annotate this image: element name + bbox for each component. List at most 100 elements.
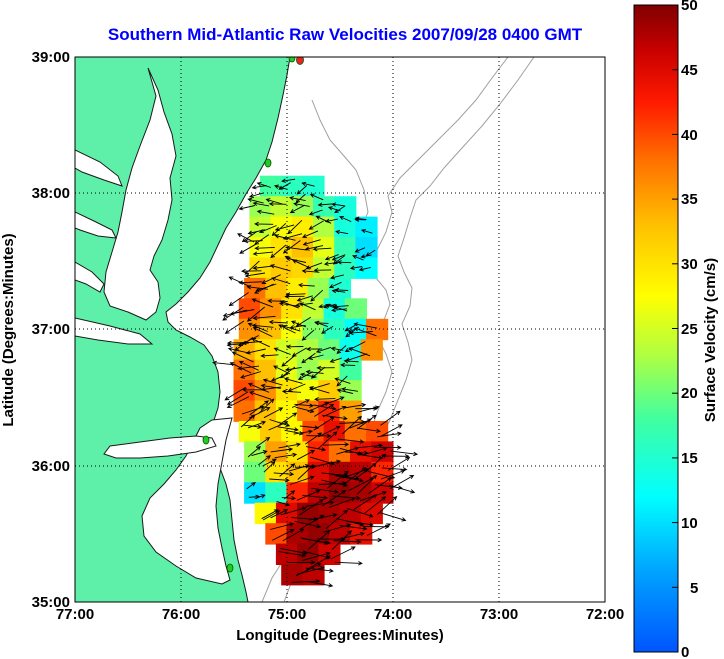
velocity-vector [285,292,306,297]
velocity-vector [296,450,316,461]
velocity-vector [331,307,348,313]
velocity-cell [254,400,277,422]
velocity-vector [251,185,267,190]
velocity-vector [352,254,364,261]
velocity-vector [309,193,324,201]
velocity-vector [281,354,296,367]
colorbar-ticks [672,69,678,588]
velocity-cell [244,277,267,300]
velocity-vector [279,412,298,425]
velocity-vector [307,401,330,413]
velocity-vector [287,383,306,392]
velocity-vector [247,197,264,204]
velocity-cell [297,359,320,382]
velocity-cell [307,277,330,300]
velocity-vector [335,561,363,566]
velocity-vector [306,433,332,439]
velocity-vector [270,447,294,453]
velocity-cell [233,400,256,422]
velocity-vector [356,443,384,449]
velocity-cell [286,441,309,463]
velocity-vector [229,309,255,316]
velocity-vector [318,425,341,438]
velocity-vector [358,266,371,272]
velocity-vector [227,347,250,354]
velocity-vector [265,198,283,205]
velocity-vector [389,475,415,490]
velocity-vector [302,551,331,561]
y-axis: 39:00 38:00 37:00 36:00 35:00 Latitude (… [0,49,70,611]
velocity-vector [301,329,315,341]
albemarle-sound [103,435,217,459]
velocity-vector [251,338,270,348]
velocity-vector [288,464,310,472]
velocity-vector [270,373,289,382]
colorbar-tick-label: 15 [681,450,698,467]
velocity-vector [343,358,359,364]
velocity-vector [313,404,337,411]
velocity-vector [315,346,332,354]
velocity-vector [268,201,287,207]
x-tick-label: 77:00 [56,606,94,623]
velocity-vector [280,506,307,516]
velocity-vector [324,254,339,261]
velocity-vector [287,219,303,235]
velocity-vector [254,221,274,227]
velocity-vector [301,230,319,239]
velocity-cell [244,461,267,484]
velocity-vector [328,281,342,289]
velocity-vector [244,260,260,275]
velocity-vector [337,260,352,265]
colorbar-tick-label: 35 [681,191,698,208]
colorbar-tick-label: 10 [681,515,698,532]
velocity-vector [289,196,306,202]
velocity-cell [297,543,320,565]
velocity-vector [341,415,362,435]
velocity-vector [344,341,366,353]
radar-station-marker [296,57,304,65]
velocity-vector [310,289,324,302]
velocity-cell [265,277,288,300]
velocity-vector [306,346,323,352]
plot-area [74,56,606,603]
colorbar-tick-label: 45 [681,62,698,79]
velocity-vector [328,497,356,508]
velocity-vector [335,475,364,483]
velocity-cell [249,257,272,279]
velocity-vector [270,244,287,259]
velocity-vector [238,280,263,285]
colorbar: 50 45 40 35 30 25 20 15 10 5 0 Surface V… [633,0,719,659]
velocity-vector [228,276,251,288]
velocity-vector [252,265,274,271]
velocity-vector [251,450,268,457]
radar-station-marker [226,563,234,573]
velocity-cell [291,257,314,279]
velocity-vector [285,344,304,349]
velocity-vector [337,438,365,444]
velocity-cell [244,441,267,463]
velocity-vector [341,387,358,392]
velocity-vector [246,482,256,490]
velocity-vector [258,398,275,414]
velocity-cell [265,482,288,504]
colorbar-gradient [633,4,679,653]
velocity-cell [302,175,325,198]
velocity-cell [334,196,357,218]
colorbar-tick-label: 5 [690,580,698,597]
velocity-vector [256,181,272,188]
velocity-vector [289,204,305,214]
velocity-cell [360,502,383,525]
velocity-vector [348,347,371,357]
plot-frame [74,56,606,603]
velocity-vector [248,391,272,400]
velocity-vector [308,386,330,394]
velocity-vector [380,424,403,437]
velocity-cell [249,196,272,218]
velocity-vector [340,362,356,368]
velocity-cell [286,523,309,545]
velocity-cell [291,216,314,238]
velocity-vector [296,295,313,302]
velocity-vector [312,246,332,252]
velocity-vector [258,455,272,466]
velocity-vector [295,302,313,308]
